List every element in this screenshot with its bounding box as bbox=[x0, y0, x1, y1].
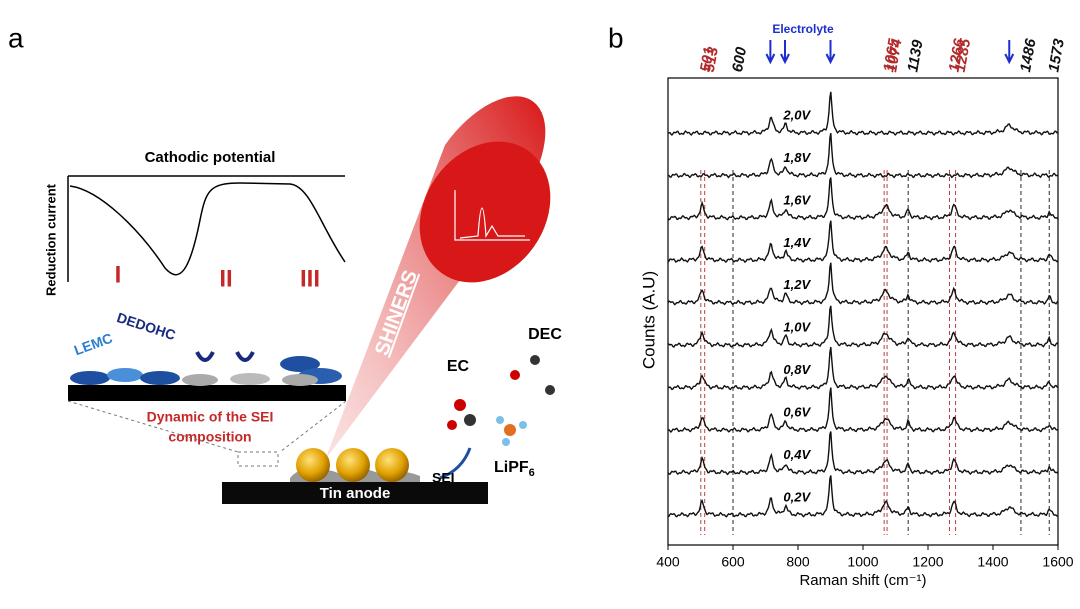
voltage-label: 0,2V bbox=[783, 489, 811, 504]
region: I bbox=[115, 261, 122, 288]
voltage-label: 1,6V bbox=[783, 192, 811, 207]
x-tick-label: 600 bbox=[721, 554, 745, 570]
spectrum-disc bbox=[419, 141, 551, 283]
spectrum bbox=[667, 262, 1059, 306]
plot-frame bbox=[667, 77, 1059, 546]
arrow bbox=[765, 40, 776, 65]
axis-title: Counts (A.U) bbox=[639, 271, 658, 369]
molecule-label: DEC bbox=[528, 326, 562, 343]
anode-label: Tin anode bbox=[320, 485, 391, 502]
voltage-label: 1,8V bbox=[783, 150, 811, 165]
voltage-label: 1,2V bbox=[783, 277, 811, 292]
arrow bbox=[780, 40, 790, 65]
region: II bbox=[219, 265, 232, 292]
species: DEDOHC bbox=[115, 309, 178, 343]
x-tick-label: 1200 bbox=[912, 554, 943, 570]
voltage-label: 0,6V bbox=[783, 405, 811, 420]
sei-label: SEI bbox=[432, 470, 455, 486]
x-tick-label: 1000 bbox=[847, 554, 878, 570]
spectrum bbox=[667, 387, 1059, 434]
x-tick-label: 1600 bbox=[1042, 554, 1073, 570]
arrow bbox=[825, 40, 836, 65]
panel-label: b bbox=[608, 22, 624, 53]
panel-label: a bbox=[8, 22, 24, 53]
voltage-label: 1,0V bbox=[783, 320, 811, 335]
voltage-label: 1,4V bbox=[783, 235, 811, 250]
annotation: Electrolyte bbox=[772, 22, 834, 36]
spectrum bbox=[667, 132, 1058, 179]
species: LEMC bbox=[72, 330, 115, 359]
spectrum bbox=[667, 475, 1058, 518]
peak-label: 513 bbox=[701, 45, 722, 73]
voltage-label: 0,4V bbox=[783, 447, 811, 462]
arrow bbox=[439, 447, 472, 480]
spectrum bbox=[667, 91, 1059, 137]
sei-layer bbox=[68, 351, 346, 401]
anode bbox=[222, 482, 488, 504]
region: III bbox=[300, 265, 320, 292]
x-tick-label: 800 bbox=[786, 554, 810, 570]
axis-title: Reduction current bbox=[43, 183, 58, 296]
axis-title: Raman shift (cm⁻¹) bbox=[799, 572, 926, 589]
salt-label: LiPF6 bbox=[494, 459, 535, 479]
x-tick-label: 1400 bbox=[977, 554, 1008, 570]
molecules bbox=[447, 355, 555, 446]
zoom-box bbox=[237, 451, 279, 467]
spectrum bbox=[667, 431, 1059, 476]
spectrum bbox=[667, 346, 1059, 391]
arrow bbox=[1004, 40, 1015, 65]
peak-label: 1285 bbox=[952, 37, 975, 73]
curve bbox=[69, 182, 346, 276]
peak-label: 1065 bbox=[880, 37, 903, 73]
peak-label: 1139 bbox=[904, 38, 926, 73]
peak-label: 501 bbox=[697, 46, 718, 74]
caption: Dynamic of the SEI bbox=[147, 409, 274, 425]
peak-label: 600 bbox=[729, 45, 750, 73]
spectrum bbox=[667, 177, 1059, 221]
spectrum bbox=[667, 305, 1059, 348]
voltage-label: 0,8V bbox=[783, 362, 811, 377]
molecule-label: EC bbox=[447, 358, 470, 375]
x-tick-label: 400 bbox=[656, 554, 680, 570]
axis-title: Cathodic potential bbox=[145, 149, 276, 166]
peak-label: 1573 bbox=[1045, 37, 1068, 73]
zoom-line bbox=[67, 400, 347, 453]
caption: composition bbox=[168, 429, 251, 445]
spectrum bbox=[667, 220, 1059, 264]
peak-label: 1266 bbox=[946, 37, 969, 73]
spectrum-icon bbox=[454, 190, 530, 241]
peak-label: 1074 bbox=[883, 37, 906, 73]
peak-label: 1486 bbox=[1017, 37, 1040, 73]
voltage-label: 2,0V bbox=[782, 107, 811, 122]
